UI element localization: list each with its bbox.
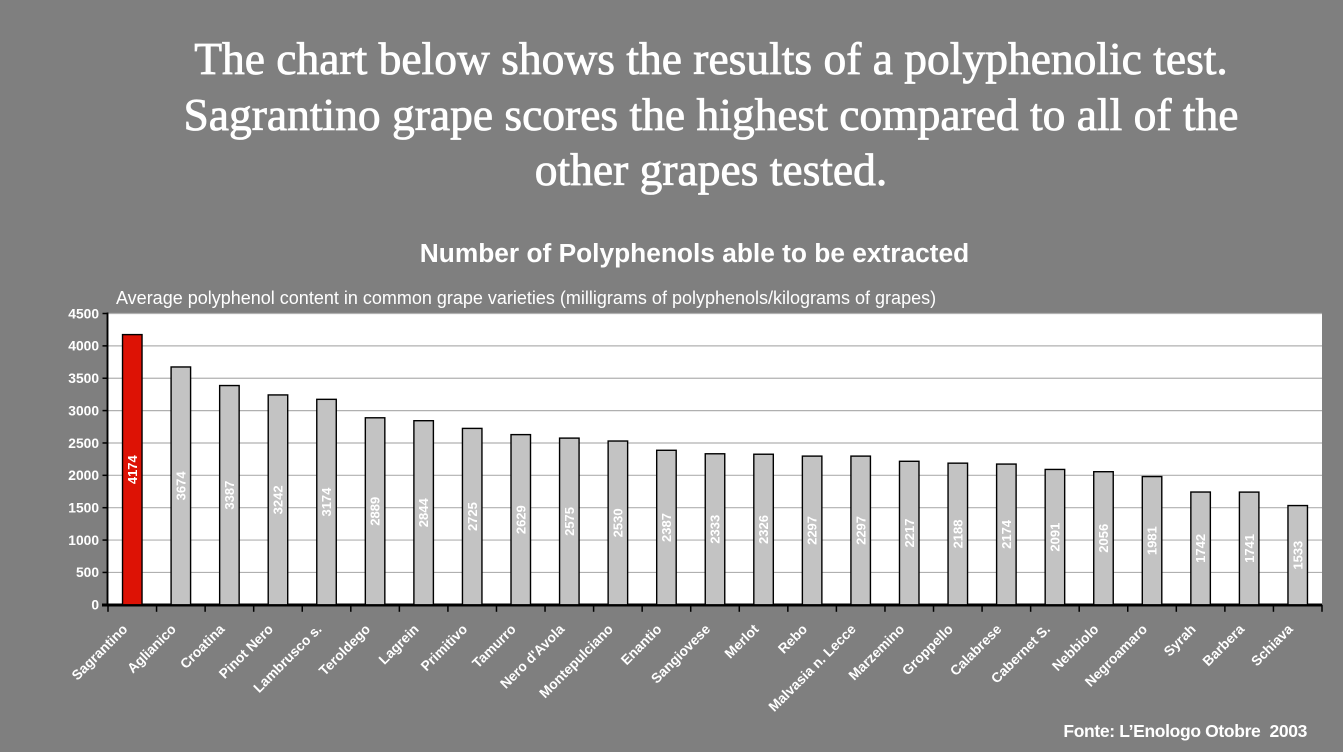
svg-text:500: 500 [76,565,99,580]
svg-text:2174: 2174 [999,519,1014,549]
svg-text:Syrah: Syrah [1161,622,1199,660]
svg-text:2217: 2217 [902,519,917,548]
svg-text:Lagrein: Lagrein [376,622,422,668]
svg-text:Croatina: Croatina [177,621,227,671]
svg-text:Schiava: Schiava [1248,621,1296,669]
svg-text:Barbera: Barbera [1200,621,1248,669]
svg-text:1000: 1000 [68,533,99,548]
svg-text:2297: 2297 [853,516,868,545]
svg-text:Merlot: Merlot [722,621,762,661]
svg-text:2500: 2500 [68,436,99,451]
svg-text:3174: 3174 [319,487,334,517]
svg-text:2188: 2188 [950,520,965,549]
svg-text:1500: 1500 [68,501,99,516]
svg-text:4000: 4000 [68,339,99,354]
svg-text:2889: 2889 [368,497,383,526]
svg-text:3500: 3500 [68,371,99,386]
svg-text:2725: 2725 [465,502,480,531]
svg-text:2056: 2056 [1096,524,1111,553]
svg-text:1741: 1741 [1242,534,1257,563]
svg-text:2000: 2000 [68,468,99,483]
svg-text:1742: 1742 [1193,534,1208,563]
svg-text:2844: 2844 [416,498,431,528]
svg-text:Rebo: Rebo [775,622,810,657]
svg-text:2333: 2333 [708,515,723,544]
svg-text:Aglianico: Aglianico [124,622,179,677]
svg-text:3387: 3387 [222,481,237,510]
svg-text:Primitivo: Primitivo [418,622,470,674]
svg-text:0: 0 [91,598,99,613]
svg-text:2387: 2387 [659,513,674,542]
svg-text:2629: 2629 [513,505,528,534]
svg-text:4174: 4174 [125,454,140,484]
svg-text:4500: 4500 [68,306,99,321]
svg-text:2530: 2530 [610,508,625,537]
svg-text:Enantio: Enantio [618,622,664,668]
svg-text:2575: 2575 [562,507,577,536]
svg-text:3242: 3242 [271,485,286,514]
svg-text:3674: 3674 [173,471,188,501]
svg-text:1981: 1981 [1145,526,1160,555]
svg-text:Malvasia n. Lecce: Malvasia n. Lecce [766,621,859,714]
svg-text:2297: 2297 [805,516,820,545]
svg-text:2091: 2091 [1048,523,1063,552]
svg-text:Teroldego: Teroldego [316,622,373,679]
svg-text:Sagrantino: Sagrantino [69,622,131,684]
svg-text:2326: 2326 [756,515,771,544]
svg-text:1533: 1533 [1290,541,1305,570]
svg-text:3000: 3000 [68,403,99,418]
svg-text:Tamurro: Tamurro [469,622,518,671]
